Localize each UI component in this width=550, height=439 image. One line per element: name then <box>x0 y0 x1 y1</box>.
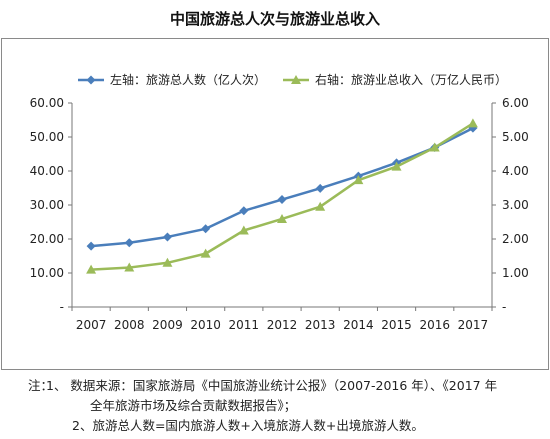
series-2-point <box>391 161 402 171</box>
y-left-tick-label: 30.00 <box>30 198 64 212</box>
x-tick-label: 2014 <box>343 318 374 332</box>
series-2-point <box>277 213 287 223</box>
series-2-point <box>467 118 478 128</box>
series-line-1 <box>90 127 474 248</box>
series-2-point <box>162 257 173 267</box>
note-1b-text: 全年旅游市场及综合贡献数据报告》； <box>90 398 297 413</box>
note-line-2: 2、旅游总人数=国内旅游人数+入境旅游人数+出境旅游人数。 <box>28 416 544 436</box>
y-right-tick-label: 4.00 <box>502 164 529 178</box>
note-line-1: 注：1、 数据来源：国家旅游局《中国旅游业统计公报》（2007-2016 年）、… <box>28 376 544 396</box>
note-prefix: 注： <box>28 378 54 393</box>
legend-marker-triangle <box>291 75 301 84</box>
series-2-point <box>238 225 249 235</box>
y-right-tick-label: 1.00 <box>502 266 529 280</box>
y-right-tick-label: 5.00 <box>502 130 529 144</box>
series-1-point <box>201 224 211 234</box>
note-1-text: 1、 数据来源：国家旅游局《中国旅游业统计公报》（2007-2016 年）、《2… <box>46 378 498 393</box>
x-tick-label: 2009 <box>152 318 183 332</box>
series-2-point <box>353 175 364 185</box>
y-right-tick-label: 3.00 <box>502 198 529 212</box>
y-left-tick-label: - <box>60 300 64 314</box>
legend-label-1: 左轴：旅游总人数（亿人次） <box>110 72 266 87</box>
y-right-tick-label: - <box>502 300 506 314</box>
x-tick-label: 2012 <box>267 318 298 332</box>
legend-label-2: 右轴：旅游业总收入（万亿人民币） <box>315 72 507 87</box>
series-1-point <box>239 206 249 216</box>
x-tick-label: 2010 <box>190 318 221 332</box>
y-left-tick-label: 10.00 <box>30 266 64 280</box>
series-1-point <box>162 232 172 242</box>
y-right-tick-label: 6.00 <box>502 96 529 110</box>
series-1-point <box>86 241 96 251</box>
note-2-text: 2、旅游总人数=国内旅游人数+入境旅游人数+出境旅游人数。 <box>72 418 424 433</box>
y-left-tick-label: 20.00 <box>30 232 64 246</box>
series-1-point <box>277 195 287 205</box>
x-tick-label: 2008 <box>114 318 145 332</box>
y-left-tick-label: 60.00 <box>30 96 64 110</box>
y-left-tick-label: 40.00 <box>30 164 64 178</box>
x-tick-label: 2013 <box>305 318 336 332</box>
series-1-point <box>315 183 325 193</box>
chart-notes: 注：1、 数据来源：国家旅游局《中国旅游业统计公报》（2007-2016 年）、… <box>28 376 544 436</box>
chart-frame <box>1 38 549 370</box>
chart-title: 中国旅游总人次与旅游业总收入 <box>169 10 380 28</box>
series-2-point <box>124 262 135 272</box>
series-1-point <box>124 238 134 248</box>
y-right-tick-label: 2.00 <box>502 232 529 246</box>
x-tick-label: 2007 <box>76 318 107 332</box>
legend-marker-diamond <box>86 75 96 85</box>
note-line-1b: 全年旅游市场及综合贡献数据报告》； <box>28 396 544 416</box>
x-tick-label: 2011 <box>229 318 260 332</box>
series-2-point <box>86 264 97 274</box>
y-left-tick-label: 50.00 <box>30 130 64 144</box>
x-tick-label: 2016 <box>419 318 450 332</box>
series-2-point <box>429 142 440 152</box>
x-tick-label: 2017 <box>458 318 489 332</box>
series-2-point <box>315 201 326 211</box>
series-2-point <box>200 248 211 258</box>
x-tick-label: 2015 <box>381 318 412 332</box>
